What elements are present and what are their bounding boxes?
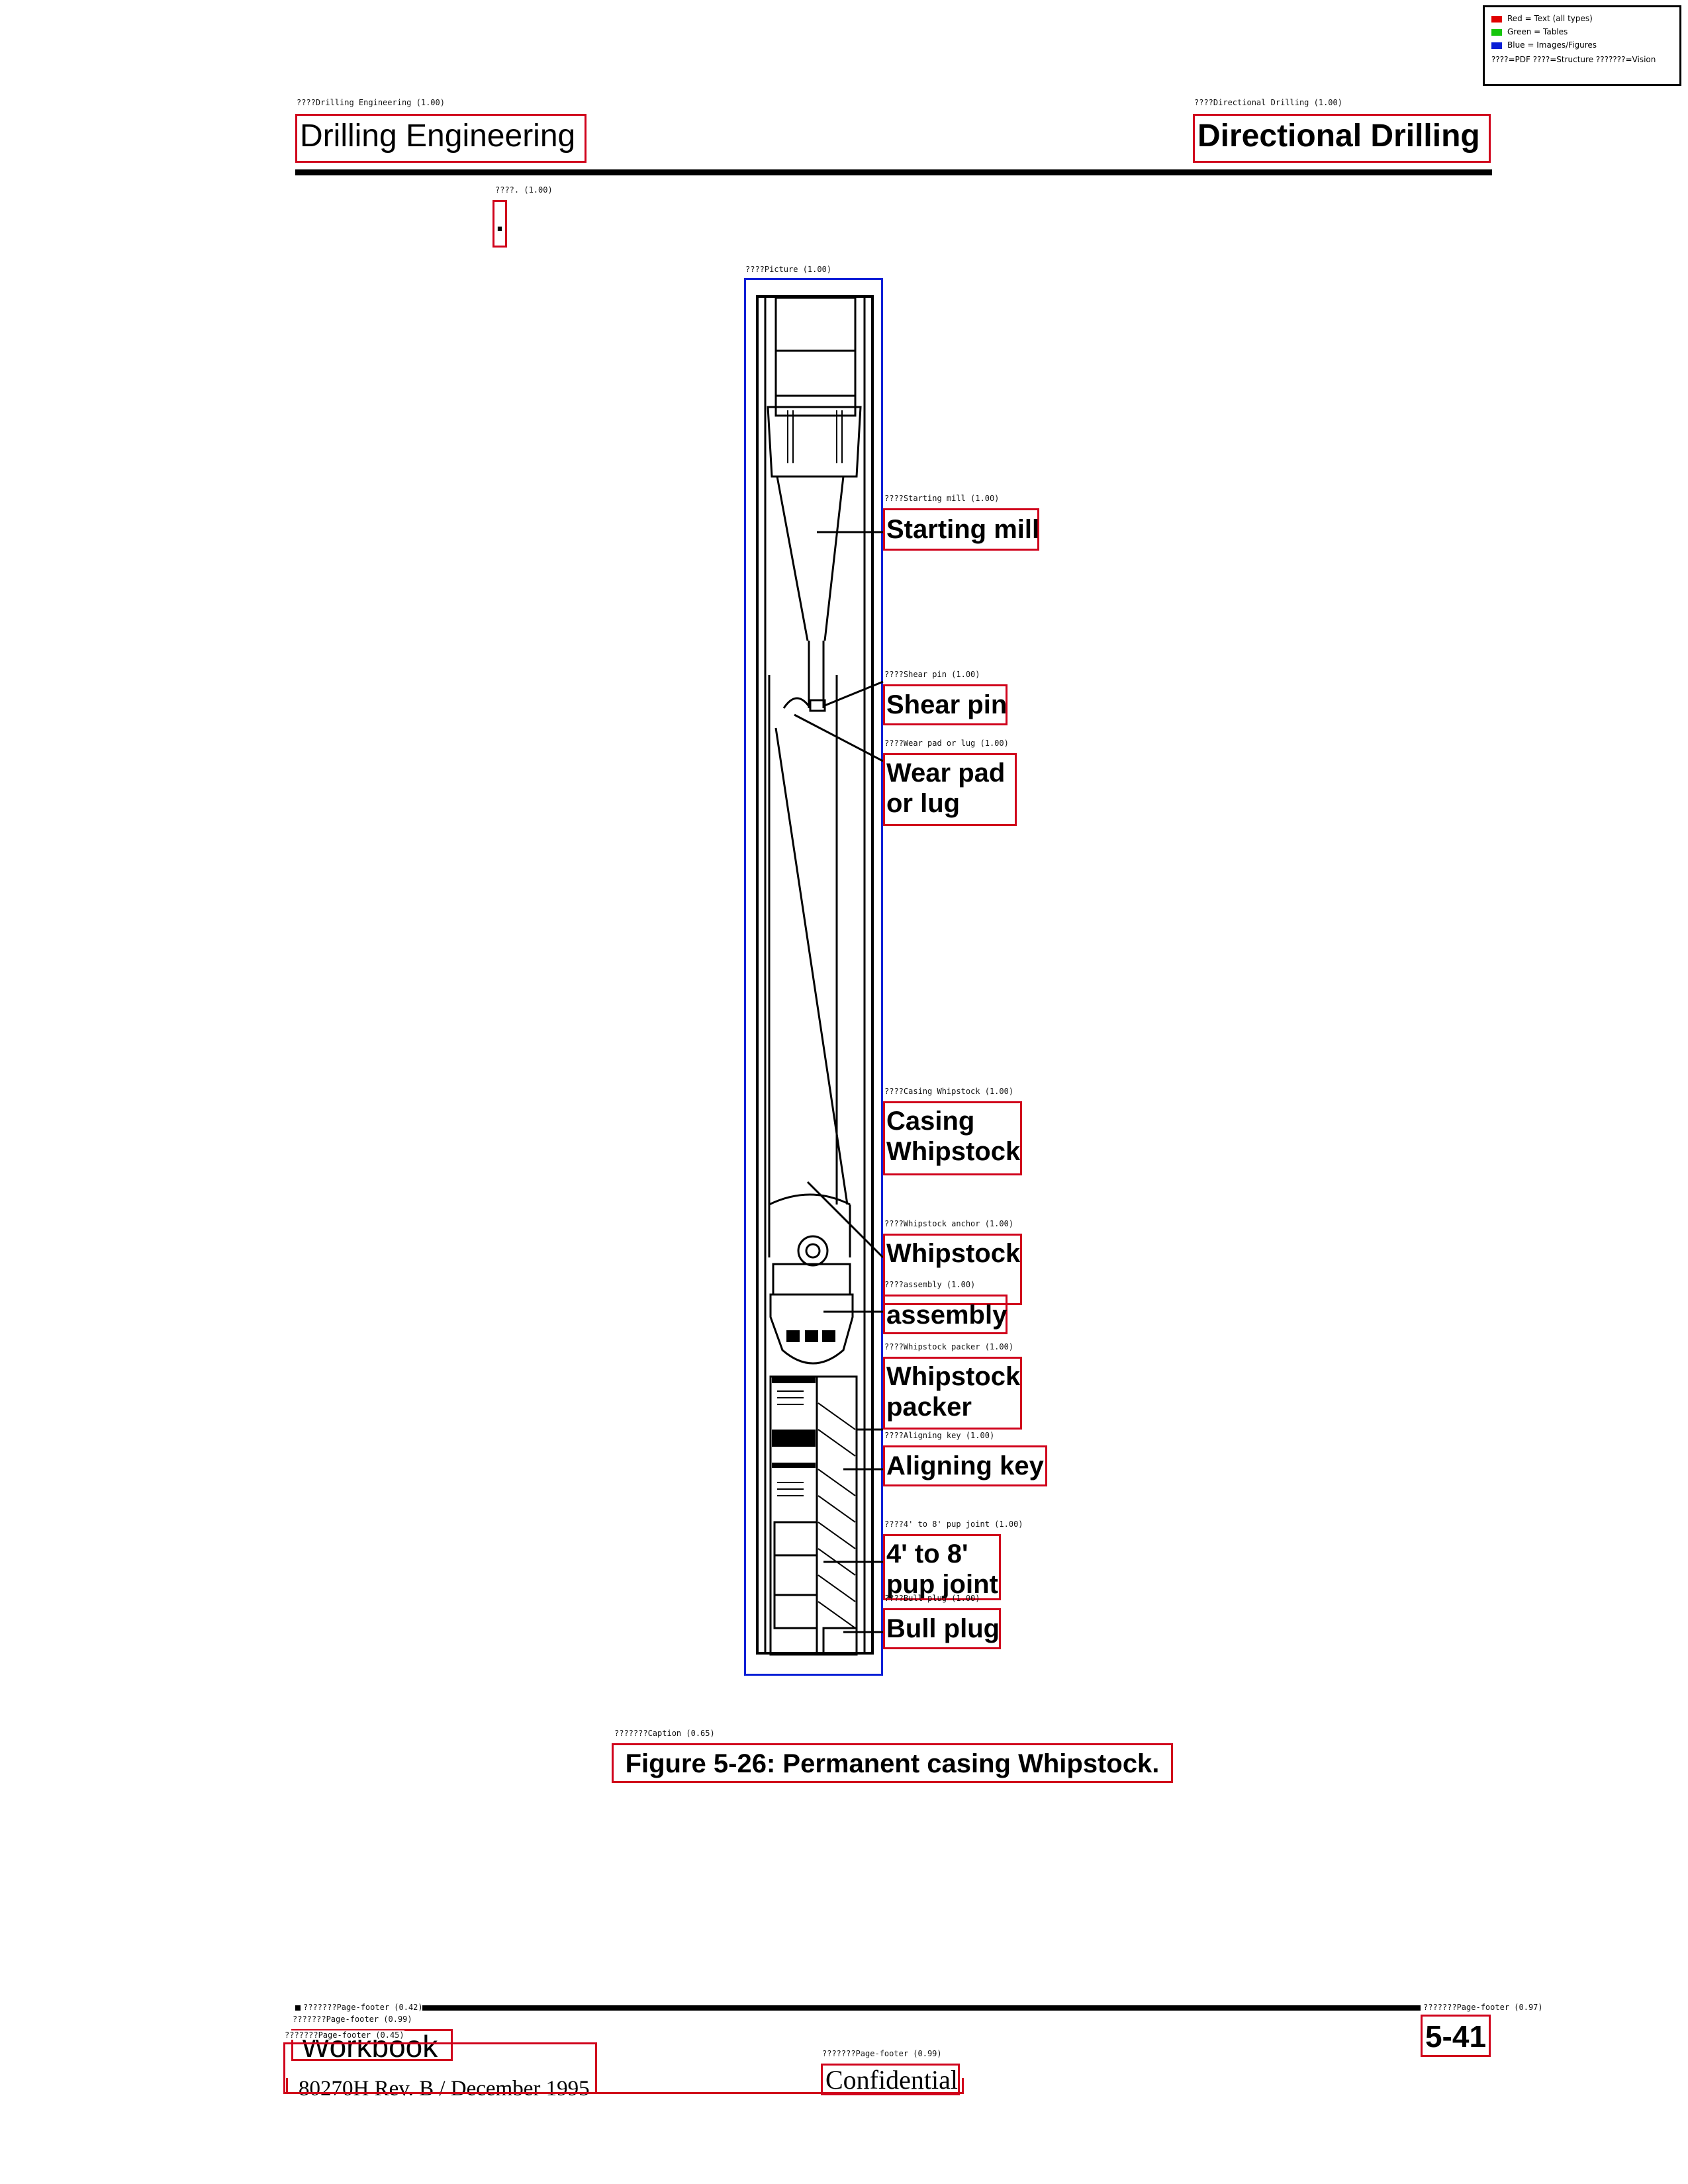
assembly-label: assembly — [883, 1295, 1008, 1334]
footer-revision: 80270H Rev. B / December 1995 — [283, 2042, 597, 2100]
leader-wear-pad — [794, 713, 884, 762]
header-right-title: Directional Drilling — [1193, 114, 1491, 163]
pup-joint-tag: ????4' to 8' pup joint (1.00) — [884, 1520, 1023, 1529]
whipstock-packer-label: Whipstock packer — [883, 1357, 1022, 1430]
wear-pad-tag: ????Wear pad or lug (1.00) — [884, 739, 1009, 748]
rev-tag: ???????Page-footer (0.45) — [285, 2030, 404, 2040]
page-number-tag: ???????Page-footer (0.97) — [1423, 2003, 1543, 2012]
footer-frame — [286, 2078, 964, 2094]
dot-text: . — [492, 200, 507, 248]
whipstock-packer-line1: Whipstock — [886, 1362, 1021, 1391]
header-left-tag: ????Drilling Engineering (1.00) — [297, 98, 445, 107]
pup-joint-line2: pup joint — [886, 1570, 998, 1599]
assembly-tag: ????assembly (1.00) — [884, 1280, 976, 1289]
whipstock-face — [774, 727, 849, 1205]
footer-rule — [422, 2005, 1421, 2011]
red-swatch — [1491, 15, 1502, 23]
whipstock-anchor-label: Whipstock — [883, 1234, 1022, 1305]
green-swatch — [1491, 28, 1502, 36]
whipstock-packer-line2: packer — [886, 1392, 972, 1422]
header-rule — [295, 169, 1492, 175]
legend-note: ????=PDF ????=Structure ???????=Vision — [1491, 55, 1656, 64]
anchor-sub — [772, 1263, 851, 1296]
pup-joint-line1: 4' to 8' — [886, 1539, 968, 1569]
blue-swatch — [1491, 42, 1502, 49]
legend-blue-label: Blue = Images/Figures — [1507, 40, 1597, 50]
legend-images: Blue = Images/Figures — [1491, 40, 1597, 50]
starting-mill-tag: ????Starting mill (1.00) — [884, 494, 1000, 503]
whipstock-drawing — [756, 295, 884, 1656]
legend-tables: Green = Tables — [1491, 27, 1568, 36]
confidential-tag: ???????Page-footer (0.99) — [822, 2049, 942, 2058]
workbook-tag: ???????Page-footer (0.99) — [293, 2015, 412, 2024]
mill-body — [774, 296, 857, 417]
legend-box: Red = Text (all types) Green = Tables Bl… — [1483, 5, 1681, 86]
aligning-key-label: Aligning key — [883, 1445, 1047, 1486]
whipstock-anchor-tag: ????Whipstock anchor (1.00) — [884, 1219, 1014, 1228]
wear-pad-label: Wear pad or lug — [883, 753, 1017, 826]
caption-tag: ???????Caption (0.65) — [614, 1729, 715, 1738]
legend-green-label: Green = Tables — [1507, 27, 1568, 36]
casing-whipstock-line2: Whipstock — [886, 1137, 1021, 1166]
wear-pad-shape — [782, 697, 812, 709]
pup-joint-shape — [773, 1521, 818, 1629]
footer-confidential: Confidential — [821, 2064, 960, 2095]
footer-rule-marker — [295, 2005, 301, 2011]
bull-plug-tag: ????Bull plug (1.00) — [884, 1594, 980, 1603]
bull-plug-label: Bull plug — [883, 1608, 1001, 1649]
leader-casing-whipstock — [806, 1181, 884, 1259]
figure-box — [744, 278, 883, 1676]
whipstock-bolt — [797, 1235, 829, 1267]
wear-pad-line1: Wear pad — [886, 758, 1006, 788]
footer-rule-tag: ???????Page-footer (0.42) — [303, 2003, 423, 2012]
pup-joint-label: 4' to 8' pup joint — [883, 1534, 1001, 1600]
casing-whipstock-tag: ????Casing Whipstock (1.00) — [884, 1087, 1014, 1096]
dot-tag: ????. (1.00) — [495, 185, 553, 195]
aligning-key-tag: ????Aligning key (1.00) — [884, 1431, 995, 1440]
bull-plug-shape — [822, 1627, 858, 1655]
legend-text: Red = Text (all types) — [1491, 14, 1593, 23]
casing-outline — [756, 295, 874, 1655]
leader-shear-pin — [824, 680, 884, 707]
figure-caption: Figure 5-26: Permanent casing Whipstock. — [612, 1743, 1173, 1783]
shear-pin-label: Shear pin — [883, 684, 1008, 725]
header-right-tag: ????Directional Drilling (1.00) — [1194, 98, 1342, 107]
starting-mill-label: Starting mill — [883, 508, 1039, 551]
wear-pad-line2: or lug — [886, 789, 961, 818]
legend-red-label: Red = Text (all types) — [1507, 14, 1593, 23]
mill-cutters — [767, 406, 862, 478]
figure-tag: ????Picture (1.00) — [745, 265, 832, 274]
casing-whipstock-label: Casing Whipstock — [883, 1101, 1022, 1175]
shear-pin-tag: ????Shear pin (1.00) — [884, 670, 980, 679]
header-left-title: Drilling Engineering — [295, 114, 586, 163]
casing-whipstock-line1: Casing — [886, 1107, 975, 1136]
whipstock-packer-tag: ????Whipstock packer (1.00) — [884, 1342, 1014, 1351]
footer-page-number: 5-41 — [1421, 2015, 1491, 2057]
anchor-body — [769, 1293, 854, 1365]
